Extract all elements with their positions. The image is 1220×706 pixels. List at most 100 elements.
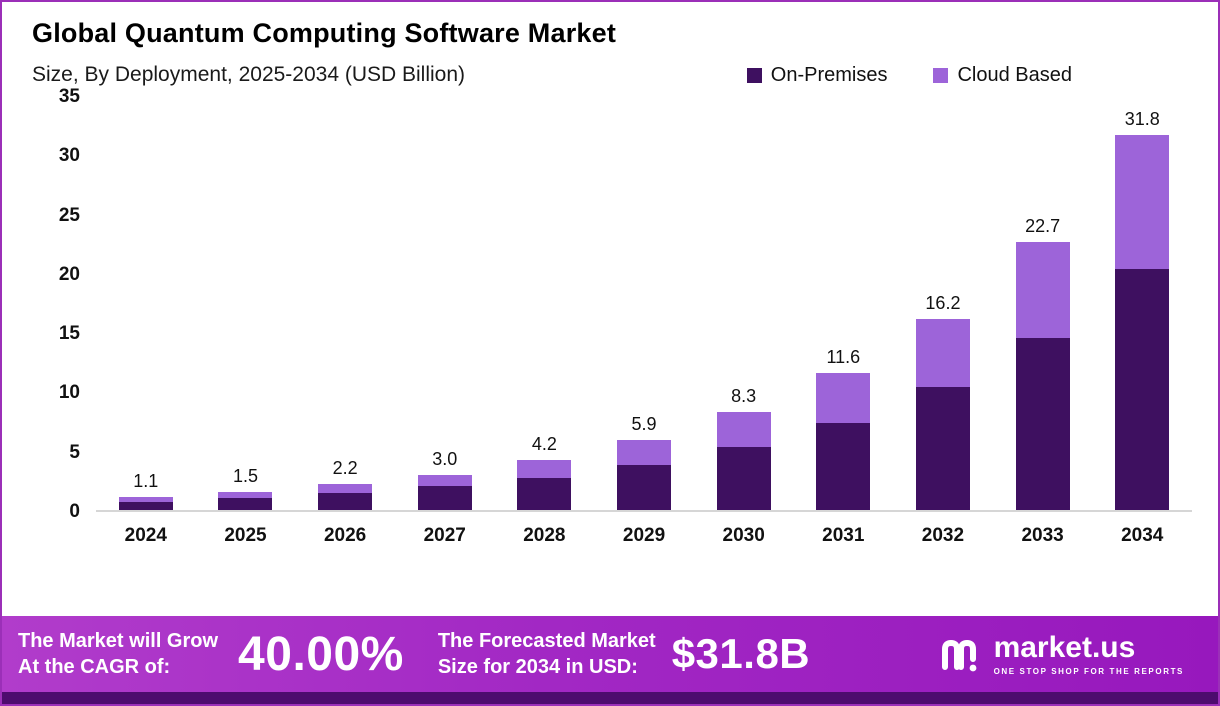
- brand-text: market.us ONE STOP SHOP FOR THE REPORTS: [993, 630, 1184, 676]
- segment-on-premises: [1015, 337, 1070, 510]
- segment-cloud-based: [915, 318, 970, 388]
- x-tick-2027: 2027: [423, 525, 466, 546]
- bar-total-label: 4.2: [531, 434, 557, 455]
- y-tick-0: 0: [69, 501, 80, 522]
- footer-banner: The Market will Grow At the CAGR of: 40.…: [2, 616, 1218, 692]
- stacked-bar: [915, 318, 970, 510]
- x-tick-2030: 2030: [722, 525, 765, 546]
- segment-cloud-based: [816, 373, 871, 423]
- brand-tagline: ONE STOP SHOP FOR THE REPORTS: [993, 666, 1184, 676]
- stacked-bar: [1015, 242, 1070, 510]
- y-tick-30: 30: [58, 145, 80, 167]
- brand-block: market.us ONE STOP SHOP FOR THE REPORTS: [938, 631, 1200, 677]
- x-tick-2033: 2033: [1021, 525, 1064, 546]
- segment-on-premises: [816, 422, 871, 510]
- bar-group-2030: 8.3: [694, 97, 794, 510]
- bar-group-2025: 1.5: [196, 97, 296, 510]
- chart-header: Global Quantum Computing Software Market…: [2, 2, 1218, 87]
- legend-item-1: Cloud Based: [933, 64, 1072, 87]
- segment-cloud-based: [517, 460, 572, 479]
- bar-total-label: 31.8: [1124, 108, 1160, 129]
- forecast-label-line2: Size for 2034 in USD:: [437, 656, 638, 678]
- x-tick-2031: 2031: [822, 525, 865, 546]
- market-us-logo-icon: [938, 631, 984, 677]
- plot-wrap: 1.1 1.5 2.2 3.0 4.2 5.9 8.3 11.6 16.2 22.7 31.8 20…: [96, 97, 1192, 547]
- segment-on-premises: [417, 486, 472, 510]
- legend-item-0: On-Premises: [746, 63, 888, 87]
- segment-cloud-based: [716, 412, 771, 448]
- y-axis: 0 5 10 15 20 25 30 35: [24, 86, 96, 522]
- bar-total-label: 3.0: [432, 448, 458, 469]
- segment-on-premises: [118, 501, 173, 510]
- segment-on-premises: [517, 478, 572, 511]
- bar-total-label: 5.9: [631, 414, 657, 435]
- bar-total-label: 2.2: [332, 458, 358, 479]
- bottom-strip: [2, 692, 1218, 704]
- bar-total-label: 11.6: [826, 347, 861, 368]
- y-tick-15: 15: [58, 323, 80, 345]
- bar-group-2032: 16.2: [893, 97, 993, 510]
- segment-on-premises: [617, 465, 672, 510]
- forecast-label-line1: The Forecasted Market: [437, 630, 656, 652]
- segment-cloud-based: [417, 474, 472, 487]
- stacked-bar: [617, 440, 672, 510]
- legend-label: Cloud Based: [957, 63, 1072, 86]
- bar-total-label: 22.7: [1025, 216, 1061, 237]
- stacked-bar: [816, 373, 871, 510]
- x-tick-2032: 2032: [921, 525, 965, 546]
- bar-group-2034: 31.8: [1092, 97, 1192, 510]
- x-tick-2025: 2025: [224, 525, 267, 546]
- bar-group-2027: 3.0: [395, 97, 495, 510]
- x-tick-2024: 2024: [124, 525, 167, 546]
- chart-subtitle: Size, By Deployment, 2025-2034 (USD Bill…: [32, 63, 466, 86]
- segment-on-premises: [915, 387, 970, 510]
- y-tick-35: 35: [58, 86, 80, 107]
- bar-group-2028: 4.2: [495, 97, 595, 511]
- bar-total-label: 1.5: [232, 466, 258, 487]
- cagr-label: The Market will Grow At the CAGR of:: [18, 628, 218, 680]
- bar-group-2033: 22.7: [993, 97, 1093, 510]
- legend: On-Premises Cloud Based: [746, 63, 1072, 87]
- segment-cloud-based: [1015, 242, 1070, 338]
- forecast-label: The Forecasted Market Size for 2034 in U…: [438, 628, 656, 680]
- stacked-bar: [417, 474, 472, 510]
- x-tick-2029: 2029: [622, 525, 666, 546]
- y-tick-20: 20: [58, 263, 80, 285]
- cagr-label-line1: The Market will Grow: [18, 630, 219, 652]
- bar-total-label: 1.1: [133, 471, 159, 492]
- stacked-bar-chart: 0 5 10 15 20 25 30 35 1.1 1.5 2.2 3.0 4.2 5.9 8.3 11.6…: [24, 86, 1192, 547]
- bar-group-2031: 11.6: [793, 97, 893, 510]
- x-tick-2026: 2026: [323, 525, 367, 546]
- stacked-bar: [118, 497, 173, 510]
- segment-cloud-based: [1115, 134, 1170, 270]
- bar-total-label: 8.3: [731, 386, 757, 407]
- legend-swatch-icon: [933, 67, 949, 83]
- subtitle-row: Size, By Deployment, 2025-2034 (USD Bill…: [32, 63, 1190, 87]
- stacked-bar: [218, 492, 273, 510]
- segment-cloud-based: [318, 484, 373, 494]
- segment-on-premises: [218, 498, 273, 510]
- segment-on-premises: [318, 493, 373, 510]
- segment-on-premises: [1115, 269, 1170, 510]
- bar-group-2024: 1.1: [96, 97, 196, 510]
- forecast-value: $31.8B: [671, 630, 811, 677]
- y-tick-5: 5: [69, 441, 80, 463]
- bar-total-label: 16.2: [925, 292, 961, 313]
- y-tick-25: 25: [58, 204, 80, 226]
- chart-title: Global Quantum Computing Software Market: [32, 18, 617, 48]
- cagr-value: 40.00%: [238, 627, 404, 681]
- plot-area: 1.1 1.5 2.2 3.0 4.2 5.9 8.3 11.6 16.2 22.7 31.8: [96, 97, 1192, 512]
- stacked-bar: [517, 460, 572, 511]
- segment-on-premises: [716, 447, 771, 510]
- cagr-label-line2: At the CAGR of:: [18, 656, 171, 678]
- brand-name: market.us: [993, 630, 1136, 664]
- segment-cloud-based: [617, 440, 672, 466]
- segment-cloud-based: [118, 497, 173, 502]
- stacked-bar: [716, 412, 771, 510]
- legend-label: On-Premises: [770, 63, 888, 86]
- segment-cloud-based: [218, 492, 273, 499]
- stacked-bar: [1115, 134, 1170, 510]
- x-tick-2028: 2028: [523, 525, 566, 546]
- x-tick-2034: 2034: [1121, 525, 1164, 546]
